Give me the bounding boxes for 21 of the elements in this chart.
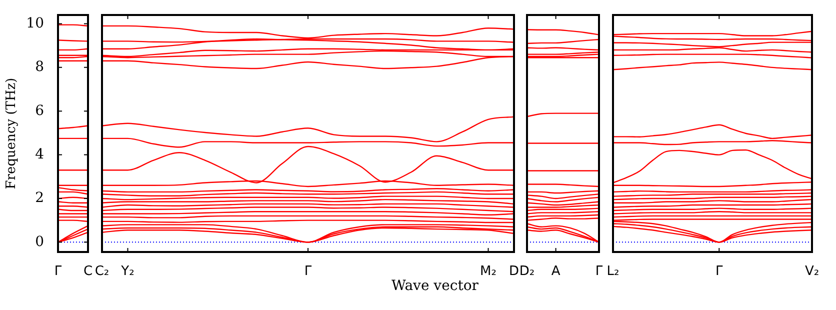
y-tick-label: 2	[35, 190, 44, 206]
y-tick-label: 8	[35, 59, 44, 76]
y-tick-label: 10	[26, 15, 44, 32]
x-tick-label: L₂	[606, 264, 620, 280]
x-tick-label: Γ	[716, 264, 724, 280]
x-tick-label: Γ	[595, 264, 604, 280]
x-tick-label: C	[83, 264, 93, 280]
x-tick-label: D	[508, 264, 520, 280]
y-tick-label: 0	[35, 234, 44, 250]
x-tick-label: V₂	[804, 264, 820, 280]
x-axis-title: Wave vector	[390, 278, 480, 294]
y-tick-label: 4	[35, 146, 44, 162]
x-tick-label: Γ	[54, 264, 62, 280]
y-axis-title: Frequency (THz)	[4, 78, 20, 190]
x-tick-label: Γ	[304, 264, 312, 280]
x-tick-label: Y₂	[120, 264, 134, 280]
x-tick-label: A	[551, 264, 560, 280]
y-tick-label: 6	[35, 102, 44, 119]
x-tick-label: M₂	[480, 264, 496, 280]
x-tick-label: C₂	[94, 264, 110, 280]
x-tick-label: D₂	[519, 264, 535, 280]
